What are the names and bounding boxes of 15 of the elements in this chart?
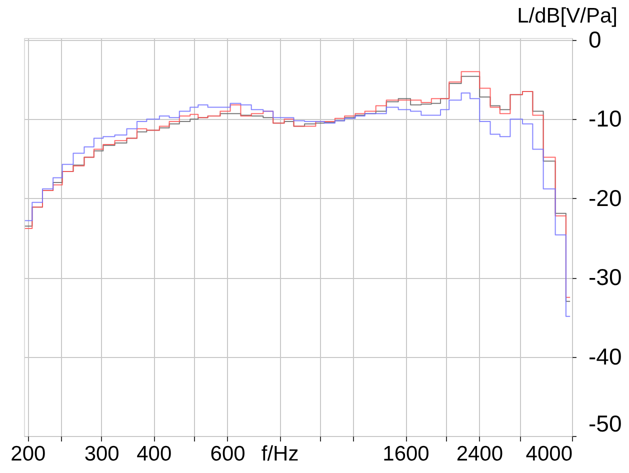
x-tick-label: 200 [10, 442, 46, 466]
x-tick-label: f/Hz [261, 442, 299, 466]
y-tick-label: -50 [588, 410, 622, 436]
y-tick-label: -40 [588, 343, 622, 370]
x-tick-label: 600 [210, 442, 246, 466]
y-tick-label: -10 [588, 106, 622, 132]
y-tick-label: 0 [588, 26, 602, 52]
x-tick-label: 300 [84, 442, 120, 466]
y-axis-title: L/dB[V/Pa] [517, 4, 618, 28]
x-tick-label: 400 [136, 442, 172, 466]
y-tick-label: -30 [588, 264, 622, 290]
x-tick-label: 4000 [526, 442, 572, 466]
y-tick-label: -20 [588, 184, 622, 211]
x-tick-label: 2400 [456, 442, 504, 466]
x-tick-label: 1600 [382, 442, 430, 466]
